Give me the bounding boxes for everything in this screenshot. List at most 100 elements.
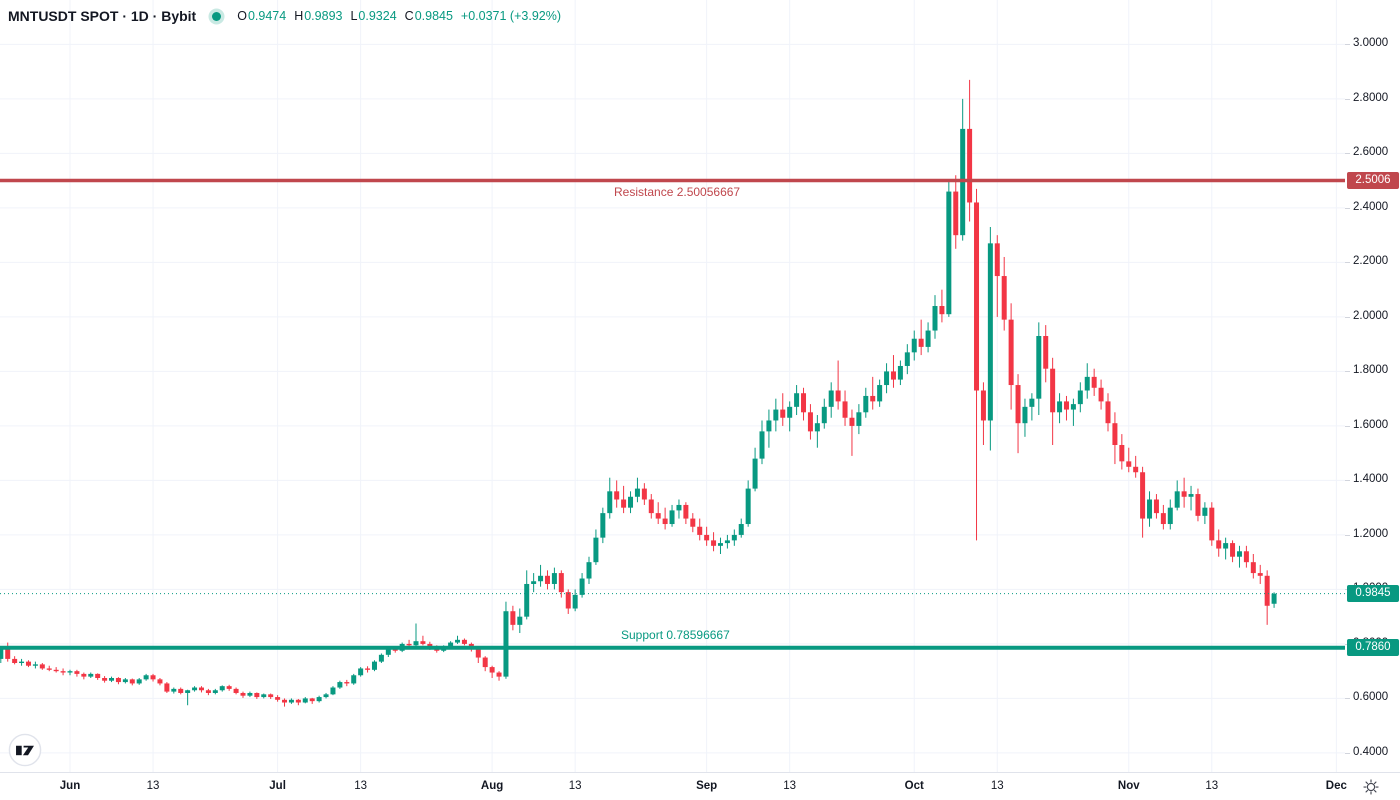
high-value: 0.9893 xyxy=(304,9,343,23)
candle xyxy=(1077,382,1083,413)
price-tick-mark xyxy=(1345,98,1350,100)
candle xyxy=(890,355,896,388)
candle xyxy=(1153,494,1159,519)
candle xyxy=(918,319,924,356)
price-tick-label: 2.6000 xyxy=(1353,146,1389,159)
candle xyxy=(192,686,198,692)
candle xyxy=(323,692,329,699)
candle xyxy=(1160,504,1166,530)
candle xyxy=(1133,455,1139,478)
candle xyxy=(74,669,80,677)
price-tick-mark xyxy=(1345,371,1350,373)
candle xyxy=(136,677,142,685)
candle xyxy=(551,567,557,590)
price-tick-mark xyxy=(1345,425,1350,427)
candle xyxy=(807,404,813,440)
candle xyxy=(1057,393,1063,424)
candle xyxy=(1243,545,1249,568)
candle xyxy=(579,573,585,598)
time-tick-label: Jun xyxy=(59,780,81,792)
candle xyxy=(690,513,696,533)
candle xyxy=(676,499,682,519)
time-tick-label: Sep xyxy=(696,780,718,792)
price-tick-label: 1.4000 xyxy=(1353,473,1389,486)
symbol-title[interactable]: MNTUSDT SPOT · 1D · Bybit xyxy=(8,8,197,24)
candle xyxy=(455,635,461,644)
candle xyxy=(150,673,156,682)
candle xyxy=(25,660,31,668)
price-tick-label: 3.0000 xyxy=(1353,37,1389,50)
candle xyxy=(524,570,530,620)
candle xyxy=(67,669,73,676)
candle xyxy=(53,667,59,673)
candle xyxy=(171,687,177,694)
candle xyxy=(932,295,938,339)
candle xyxy=(628,491,634,514)
settings-gear-icon[interactable] xyxy=(1362,778,1380,796)
candle xyxy=(849,409,855,456)
candle xyxy=(330,686,336,696)
candle xyxy=(897,360,903,386)
candle xyxy=(987,226,993,451)
support-label[interactable]: Support 0.78596667 xyxy=(621,627,730,642)
candle xyxy=(953,175,959,249)
change-value: +0.0371 (+3.92%) xyxy=(460,9,561,23)
candle xyxy=(129,678,135,686)
candle xyxy=(1084,363,1090,399)
candle xyxy=(358,667,364,677)
candle xyxy=(365,666,371,673)
candle xyxy=(704,526,710,546)
tradingview-logo[interactable] xyxy=(8,733,42,767)
candle xyxy=(607,477,613,519)
candle xyxy=(780,393,786,426)
candle xyxy=(32,661,38,669)
candle xyxy=(1140,466,1146,538)
candle xyxy=(143,673,149,681)
candle xyxy=(337,680,343,689)
candle xyxy=(766,409,772,448)
candle xyxy=(828,382,834,418)
chart-pane[interactable] xyxy=(0,0,1345,772)
candle xyxy=(1209,502,1215,546)
candle xyxy=(593,529,599,565)
time-tick-label: Jul xyxy=(269,780,286,792)
candle xyxy=(565,589,571,614)
price-tick-label: 1.6000 xyxy=(1353,418,1389,431)
price-axis[interactable]: 3.0000 2.8000 2.6000 2.4000 2.2000 2.0000 1.80… xyxy=(1345,0,1400,772)
low-value: 0.9324 xyxy=(358,9,397,23)
candle xyxy=(835,360,841,410)
candle xyxy=(641,483,647,505)
candle xyxy=(1230,540,1236,563)
candle xyxy=(939,289,945,323)
time-axis[interactable]: Jun 13 Jul 13 Aug 13 Sep 13 Oct 13 Nov 13 Dec xyxy=(0,772,1400,800)
close-value: 0.9845 xyxy=(414,9,453,23)
candle xyxy=(1112,412,1118,465)
candle xyxy=(19,658,25,666)
candle xyxy=(1202,502,1208,525)
candle xyxy=(1167,499,1173,530)
candle xyxy=(600,507,606,544)
time-tick-label: 13 xyxy=(1205,780,1219,792)
chart-legend: MNTUSDT SPOT · 1D · Bybit O 0.9474 H 0.989… xyxy=(8,8,561,24)
candle xyxy=(254,692,260,699)
candle xyxy=(60,668,66,676)
close-label: C xyxy=(404,9,414,23)
candle xyxy=(738,518,744,538)
candle xyxy=(925,322,931,353)
price-tick-label: 2.0000 xyxy=(1353,309,1389,322)
candle xyxy=(1070,398,1076,426)
candle xyxy=(870,376,876,410)
candle xyxy=(572,589,578,612)
candle xyxy=(904,344,910,375)
candle xyxy=(282,698,288,707)
resistance-label[interactable]: Resistance 2.50056667 xyxy=(614,184,741,199)
price-tick-label: 2.4000 xyxy=(1353,200,1389,213)
candle xyxy=(12,656,18,665)
candle xyxy=(634,477,640,503)
candle xyxy=(1050,357,1056,445)
candle xyxy=(109,676,115,683)
candle xyxy=(482,656,488,672)
price-tick-mark xyxy=(1345,153,1350,155)
candle xyxy=(219,685,225,692)
candle xyxy=(212,688,218,695)
